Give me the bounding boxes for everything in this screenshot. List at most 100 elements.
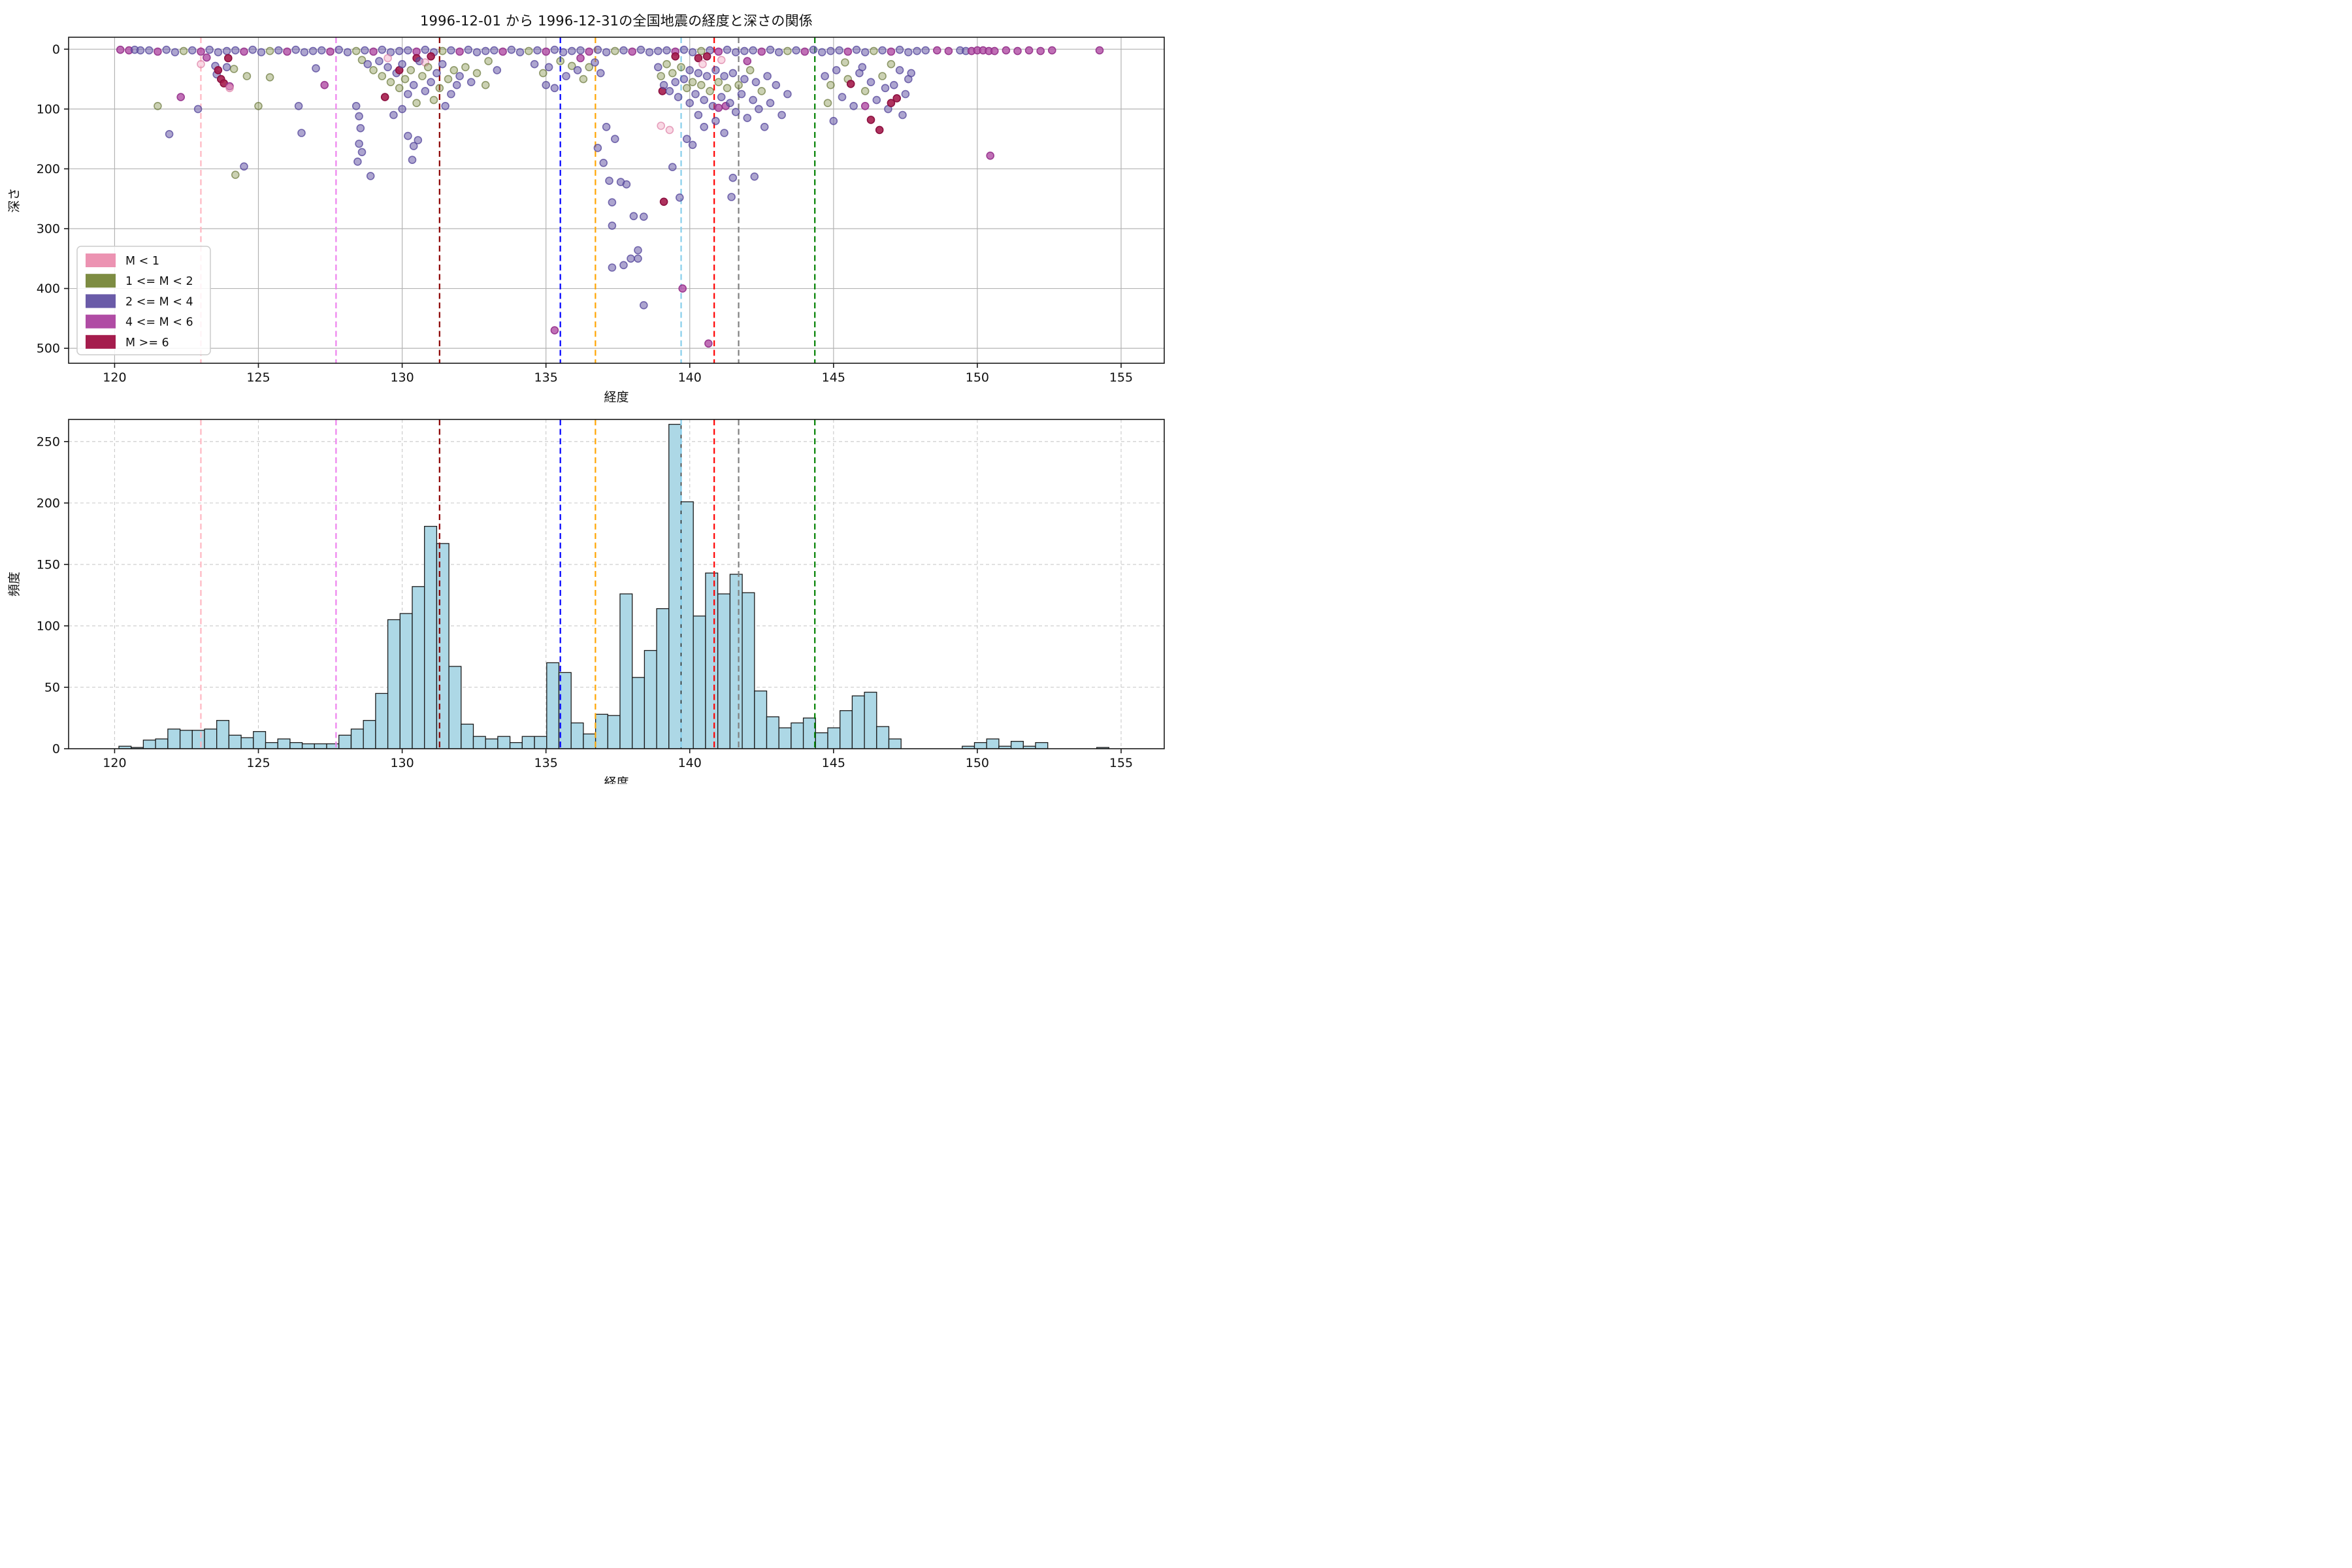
scatter-point-b xyxy=(398,59,406,69)
legend: M < 1 1 <= M < 2 2 <= M < 4 4 <= M < 6 M >= … xyxy=(76,246,211,355)
scatter-point-b xyxy=(136,46,145,55)
x-tick-label: 120 xyxy=(103,370,126,385)
scatter-point-g xyxy=(179,46,188,56)
scatter-point-b xyxy=(691,90,700,99)
scatter-point-b xyxy=(711,66,720,74)
histogram-bar xyxy=(973,742,987,749)
hist-ylabel: 頻度 xyxy=(7,572,22,596)
scatter-point-b xyxy=(665,87,674,95)
scatter-point-b xyxy=(308,46,318,56)
scatter-point-b xyxy=(904,48,913,57)
histogram-bar xyxy=(619,593,633,749)
scatter-point-b xyxy=(335,45,344,54)
histogram-bar xyxy=(485,738,498,749)
histogram-bar xyxy=(387,619,400,749)
scatter-point-b xyxy=(726,99,734,107)
scatter-point-g xyxy=(242,72,252,80)
histogram-bar xyxy=(595,713,608,749)
scatter-point-b xyxy=(766,99,775,107)
legend-label: M >= 6 xyxy=(125,336,169,350)
histogram-bar xyxy=(472,736,486,749)
scatter-point-r xyxy=(223,54,233,63)
x-tick-label: 155 xyxy=(1109,756,1133,770)
scatter-point-g xyxy=(697,80,706,90)
charts-canvas: 120 125 130 135 140 145 150 1550100200300400500… xyxy=(7,37,1165,784)
scatter-point-b xyxy=(171,48,180,57)
scatter-point-b xyxy=(921,46,930,55)
scatter-point-b xyxy=(634,246,642,255)
scatter-point-m xyxy=(369,47,378,56)
histogram-bar xyxy=(840,710,853,749)
scatter-point-b xyxy=(907,69,915,78)
scatter-point-m xyxy=(800,47,809,56)
y-tick-label: 100 xyxy=(37,619,60,633)
x-tick-label: 140 xyxy=(678,370,702,385)
histogram-bar xyxy=(742,592,755,749)
histogram-bar xyxy=(179,730,193,749)
y-tick-label: 300 xyxy=(37,221,60,236)
scatter-point-b xyxy=(591,58,599,67)
scatter-point-b xyxy=(404,131,412,140)
histogram-bar xyxy=(778,727,792,749)
scatter-point-m xyxy=(933,46,941,55)
scatter-point-m xyxy=(455,47,464,56)
scatter-point-g xyxy=(878,72,887,80)
x-tick-label: 135 xyxy=(534,370,558,385)
histogram-bar xyxy=(216,720,230,749)
scatter-point-m xyxy=(320,80,329,90)
scatter-point-g xyxy=(677,63,685,72)
scatter-point-b xyxy=(455,72,464,80)
scatter-point-b xyxy=(723,45,732,54)
y-tick-label: 100 xyxy=(37,102,60,116)
scatter-point-m xyxy=(714,47,723,56)
scatter-point-b xyxy=(700,123,708,131)
scatter-point-b xyxy=(809,45,818,54)
scatter-point-b xyxy=(772,80,781,90)
scatter-point-b xyxy=(634,254,642,263)
y-tick-label: 250 xyxy=(37,434,60,449)
scatter-point-b xyxy=(240,162,248,171)
histogram-bar xyxy=(644,649,657,749)
scatter-point-b xyxy=(728,69,738,78)
scatter-point-b xyxy=(291,45,301,54)
scatter-point-b xyxy=(409,80,418,90)
scatter-point-b xyxy=(679,74,689,84)
scatter-point-g xyxy=(657,72,666,80)
scatter-point-b xyxy=(783,90,792,99)
histogram-bar xyxy=(375,693,389,749)
histogram-bar xyxy=(265,742,278,749)
scatter-point-b xyxy=(743,114,752,122)
scatter-point-b xyxy=(214,48,223,57)
scatter-point-p xyxy=(698,59,707,69)
scatter-point-g xyxy=(723,84,732,93)
scatter-point-b xyxy=(898,110,907,120)
scatter-point-b xyxy=(452,80,461,90)
histogram-bar xyxy=(864,691,877,749)
scatter-point-b xyxy=(343,48,352,57)
scatter-point-b xyxy=(389,110,398,120)
scatter-point-g xyxy=(369,66,378,74)
histogram-bar xyxy=(412,586,425,749)
scatter-point-b xyxy=(361,46,369,55)
scatter-point-b xyxy=(222,46,231,56)
scatter-point-r xyxy=(875,125,884,135)
scatter-point-g xyxy=(757,87,766,95)
histogram-bar xyxy=(754,690,768,749)
scatter-point-g xyxy=(668,69,677,78)
scatter-point-b xyxy=(777,110,786,120)
scatter-point-m xyxy=(154,47,162,56)
scatter-point-r xyxy=(214,66,223,74)
histogram-bar xyxy=(546,662,560,749)
scatter-point-b xyxy=(627,254,635,263)
scatter-point-b xyxy=(674,93,683,101)
legend-label: 4 <= M < 6 xyxy=(125,316,193,329)
scatter-point-b xyxy=(409,142,418,150)
scatter-point-m xyxy=(1024,46,1034,55)
scatter-point-m xyxy=(628,47,637,56)
scatter-point-r xyxy=(659,197,668,206)
scatter-point-b xyxy=(231,46,240,55)
scatter-plot: 120 125 130 135 140 145 150 155 0 100 200 300 400 500… xyxy=(7,37,1165,404)
scatter-point-m xyxy=(678,284,687,293)
scatter-xlabel: 経度 xyxy=(604,390,629,404)
scatter-point-b xyxy=(731,48,740,57)
